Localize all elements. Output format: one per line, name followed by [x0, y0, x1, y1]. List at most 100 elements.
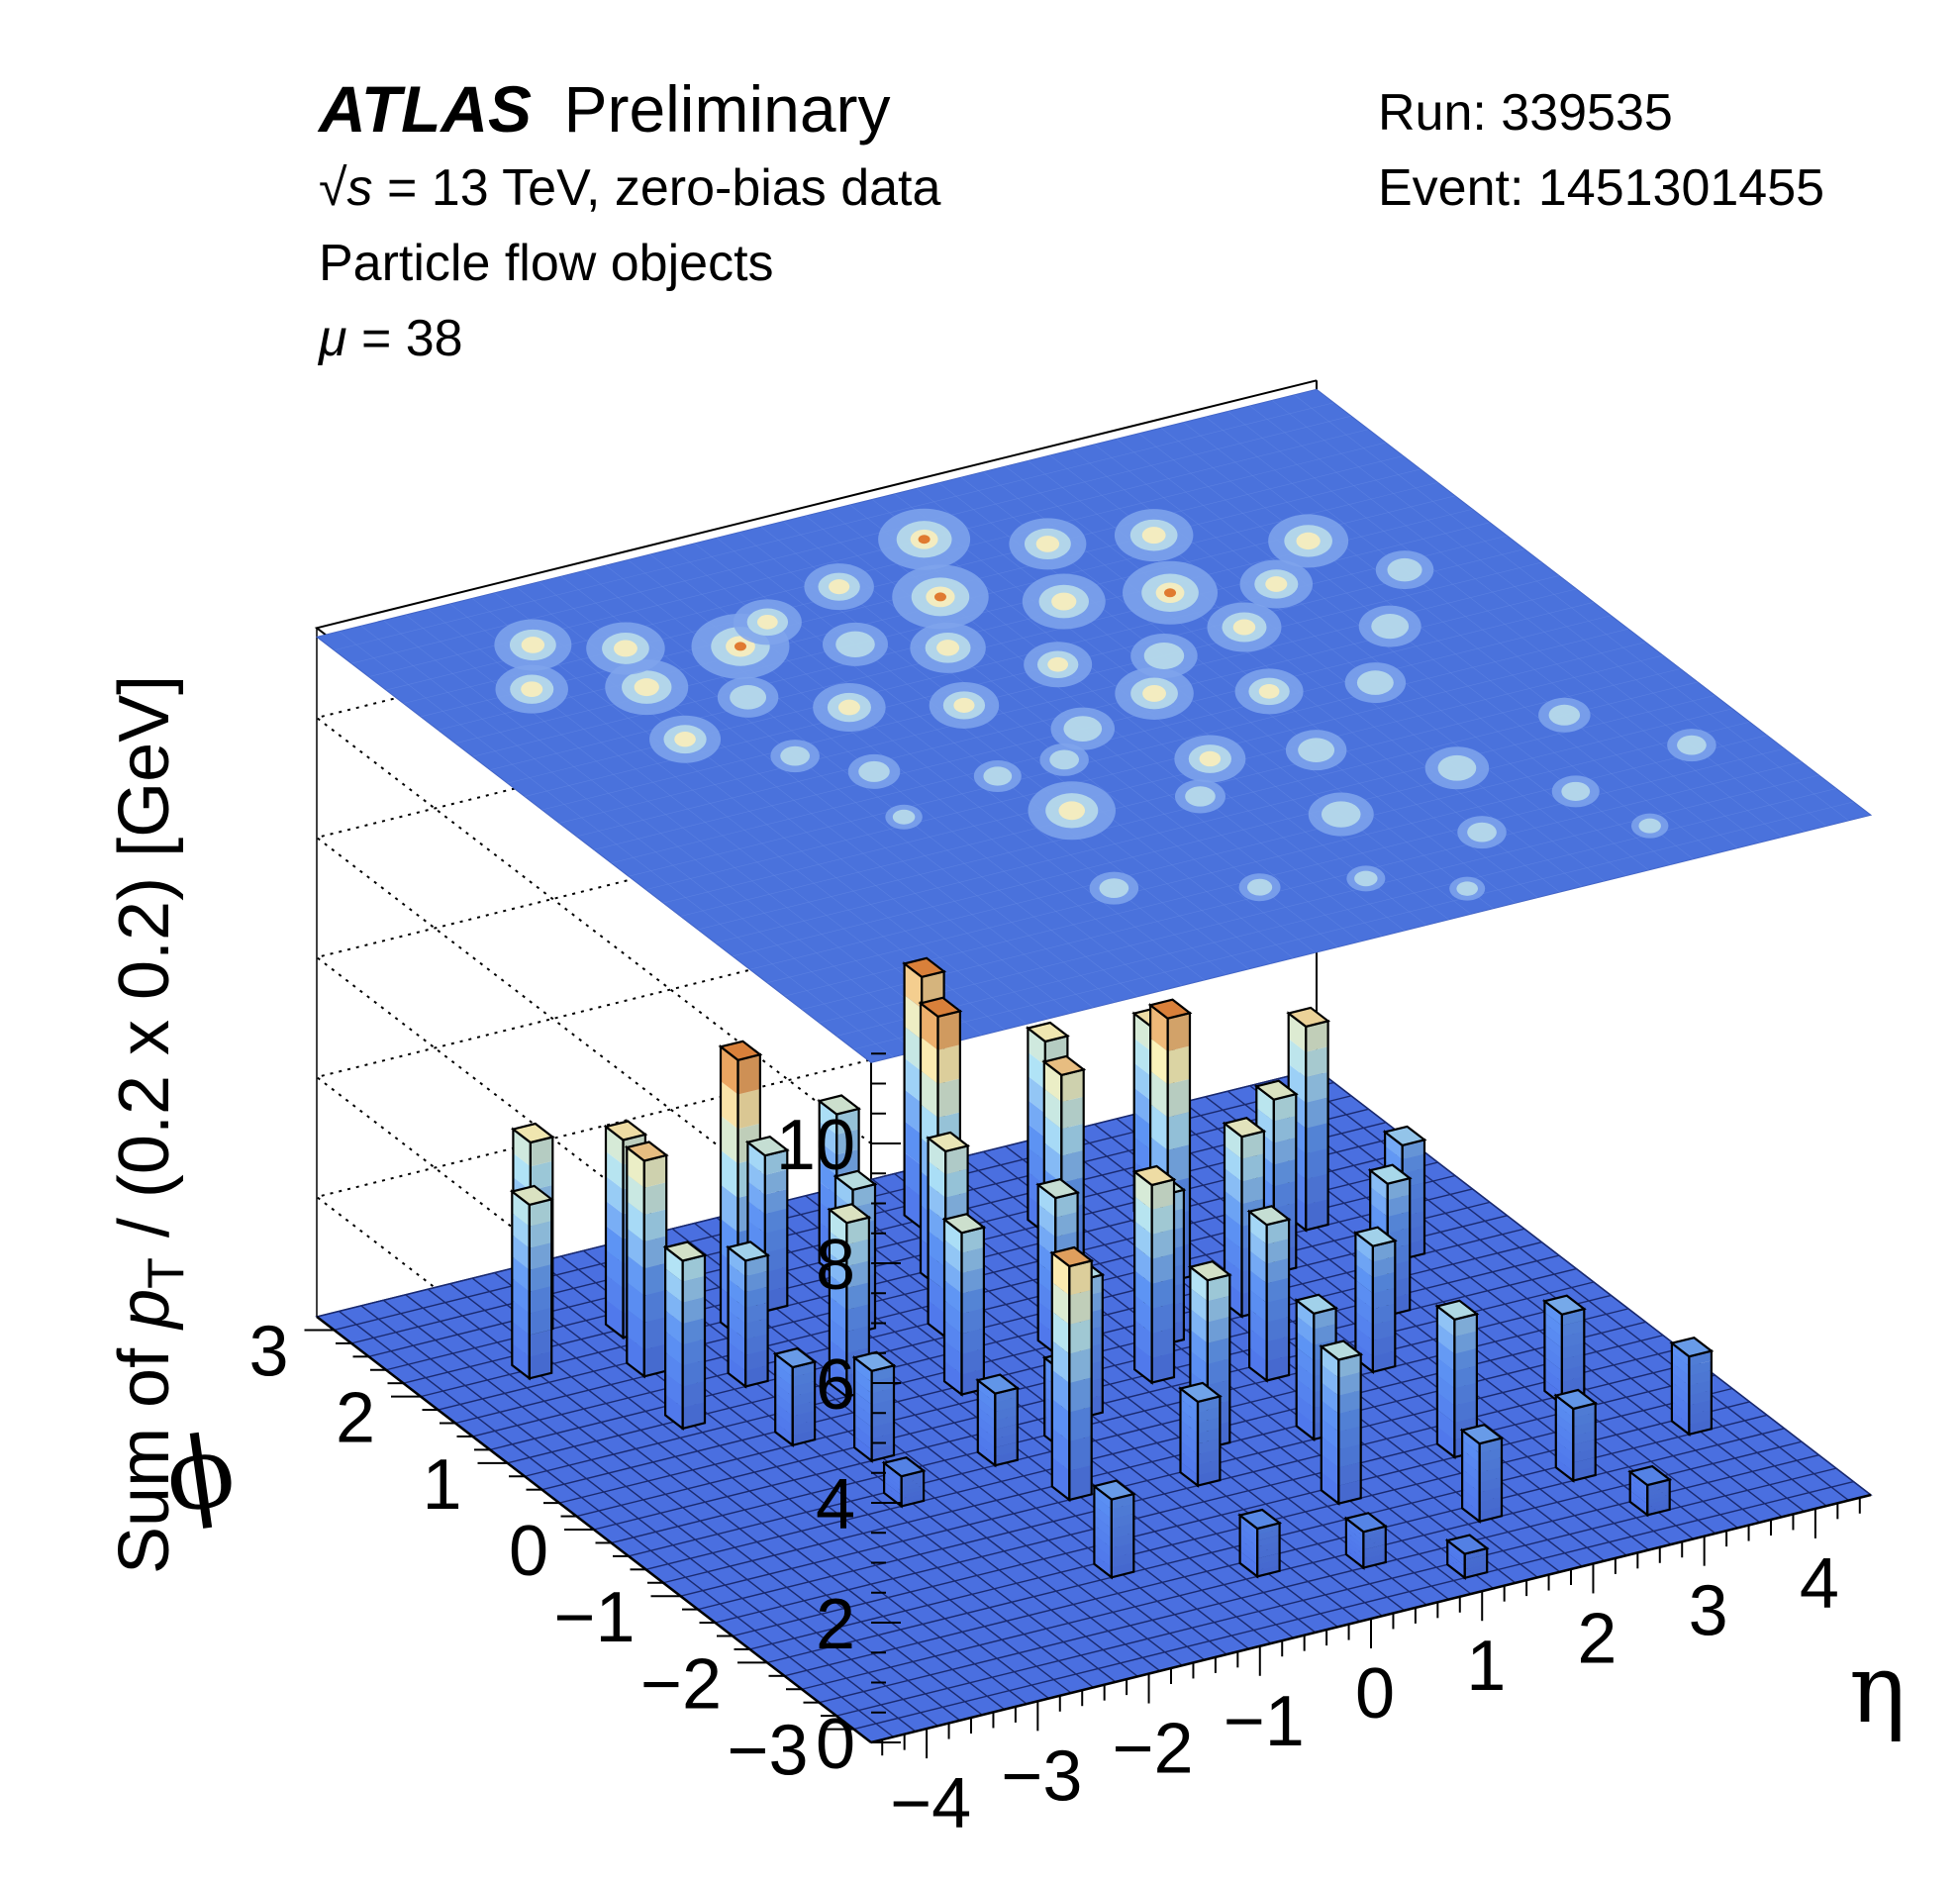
- bar-front-seg: [1111, 1561, 1134, 1578]
- bar-top: [918, 996, 963, 1018]
- bar-front-seg: [1069, 1406, 1092, 1441]
- bar-side-seg: [1028, 1124, 1045, 1161]
- experiment-label: ATLAS Preliminary: [319, 71, 891, 147]
- bar-side-seg: [1043, 1088, 1062, 1130]
- z-gridline-4: [314, 589, 1318, 1264]
- bar-front-seg: [1689, 1350, 1712, 1366]
- bar-front-seg: [1338, 1480, 1361, 1504]
- bar-front-seg: [792, 1391, 816, 1407]
- bar-front-seg: [1306, 1021, 1328, 1052]
- eta-tick-label-3: −1: [1224, 1682, 1305, 1761]
- contour-mesh-phi-14: [628, 628, 1629, 877]
- bar-front-seg: [961, 1247, 984, 1274]
- bar-front-seg: [1479, 1496, 1502, 1512]
- contour-mid-49: [892, 809, 916, 825]
- bar-side-seg: [1134, 1171, 1152, 1210]
- bar-side-seg: [747, 1181, 765, 1215]
- bar-side-seg: [1296, 1300, 1315, 1330]
- bar-front-seg: [1573, 1456, 1596, 1472]
- bar-side-seg: [944, 1259, 962, 1294]
- contour-core-33: [1232, 619, 1256, 636]
- bar-front-seg: [1167, 1112, 1190, 1150]
- bar-side-seg: [747, 1141, 765, 1175]
- bar-front-seg: [1363, 1552, 1386, 1563]
- bar-side-seg: [904, 1057, 923, 1103]
- bar-front-seg: [961, 1328, 984, 1354]
- bar-front-seg: [1266, 1277, 1290, 1303]
- contour-core-23: [1199, 750, 1222, 767]
- bar-front-seg: [745, 1270, 768, 1293]
- bar-front-seg: [745, 1254, 768, 1277]
- bar-front-seg: [745, 1286, 768, 1309]
- bar-side-seg: [1671, 1391, 1690, 1416]
- bar-side-seg: [904, 1152, 923, 1198]
- contour-peak-19: [933, 592, 946, 602]
- bar-side-seg: [1555, 1395, 1574, 1419]
- bar-side-seg: [904, 995, 923, 1041]
- bar-side-seg: [1256, 1086, 1274, 1122]
- bar-side-seg: [1249, 1347, 1267, 1381]
- bar-front-seg: [1647, 1494, 1670, 1504]
- bar-front-seg: [792, 1361, 816, 1377]
- contour-hotspots: [317, 389, 1871, 1063]
- bar-front-seg: [1306, 1173, 1328, 1205]
- bar-front-seg: [1198, 1407, 1221, 1424]
- bar-front-seg: [1151, 1229, 1174, 1259]
- sqrt-s-symbol: √s: [319, 159, 373, 217]
- bar-side-seg: [1037, 1204, 1056, 1238]
- contour-peak-31: [1164, 588, 1177, 598]
- bar-front-seg: [643, 1209, 667, 1242]
- bar-side-seg: [1190, 1350, 1208, 1386]
- bar-side-seg: [1133, 1062, 1152, 1101]
- bar-side-seg: [1249, 1328, 1267, 1361]
- phi-tick-label-2: −1: [553, 1578, 635, 1657]
- bar-side-seg: [1134, 1245, 1152, 1284]
- z-tick-label-4: 8: [816, 1226, 855, 1305]
- bar-front-seg: [995, 1406, 1018, 1421]
- bar-top: [975, 1373, 1021, 1395]
- bar-side-seg: [1462, 1498, 1480, 1522]
- contour-mesh-phi-4: [801, 761, 1803, 1010]
- bar-top: [1131, 1164, 1177, 1187]
- contour-core-13: [1058, 801, 1086, 821]
- bar-front-seg: [1338, 1390, 1361, 1414]
- bar-side-seg: [1134, 1344, 1152, 1383]
- bar-2: [662, 1240, 708, 1432]
- bar-side-seg: [819, 1161, 837, 1196]
- floor-line-phi-1: [853, 1480, 1854, 1731]
- bar-front-seg: [1061, 1096, 1084, 1130]
- bar-front-seg: [995, 1397, 1018, 1412]
- bar-side-seg: [728, 1262, 746, 1293]
- bar-side-seg: [1436, 1306, 1455, 1338]
- bar-front-seg: [937, 1078, 960, 1118]
- bar-side-seg: [819, 1101, 837, 1135]
- bar-top: [603, 1120, 648, 1141]
- contour-mesh-phi-7: [749, 721, 1750, 970]
- bar-side-seg: [721, 1081, 738, 1130]
- contour-core-3: [634, 678, 659, 697]
- bar-side-seg: [854, 1414, 872, 1438]
- contour-mid-43: [1677, 735, 1707, 755]
- bar-front-seg: [764, 1247, 788, 1273]
- bar-side-seg: [1133, 1038, 1152, 1077]
- contour-core-17: [936, 640, 960, 656]
- bar-top: [744, 1136, 790, 1157]
- bar-front-seg: [1464, 1566, 1488, 1575]
- bar-24: [1131, 1164, 1177, 1385]
- bar-front-seg: [1111, 1494, 1134, 1510]
- contour-mid-7: [858, 760, 890, 782]
- contour-core-9: [837, 699, 860, 716]
- bar-top: [1025, 1021, 1070, 1043]
- bar-side-seg: [1436, 1409, 1455, 1440]
- bar-side-seg: [728, 1278, 746, 1309]
- bar-side-seg: [1094, 1535, 1112, 1558]
- contour-core-14: [953, 697, 975, 713]
- bar-side-seg: [1544, 1357, 1562, 1382]
- bar-side-seg: [819, 1121, 837, 1155]
- bar-side-seg: [854, 1391, 872, 1417]
- bar-side-seg: [1249, 1231, 1267, 1264]
- bar-side-seg: [1028, 1100, 1045, 1138]
- bar-front-seg: [1689, 1399, 1712, 1416]
- bar-front-seg: [764, 1286, 788, 1312]
- bar-side-seg: [606, 1200, 624, 1239]
